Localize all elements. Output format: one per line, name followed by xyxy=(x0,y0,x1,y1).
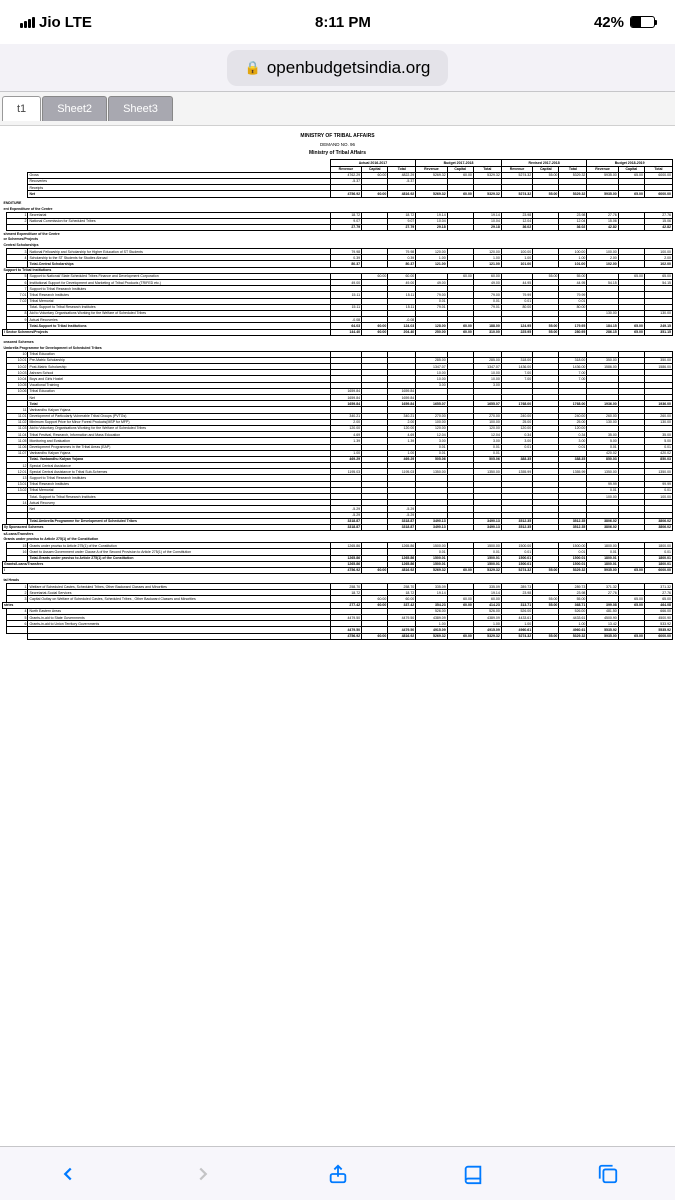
bookmarks-button[interactable] xyxy=(459,1160,487,1188)
battery-percent: 42% xyxy=(594,14,624,31)
back-button[interactable] xyxy=(54,1160,82,1188)
tab-t1[interactable]: t1 xyxy=(2,96,41,121)
lock-icon: 🔒 xyxy=(245,60,261,76)
forward-button[interactable] xyxy=(189,1160,217,1188)
sheet-tabs: t1 Sheet2 Sheet3 xyxy=(0,92,675,126)
status-right: 42% xyxy=(594,14,655,31)
tab-sheet3[interactable]: Sheet3 xyxy=(108,96,173,121)
safari-toolbar xyxy=(0,1146,675,1200)
tab-sheet2[interactable]: Sheet2 xyxy=(42,96,107,121)
battery-icon xyxy=(630,16,655,28)
url-pill[interactable]: 🔒 openbudgetsindia.org xyxy=(227,50,449,86)
network-label: LTE xyxy=(65,14,92,31)
clock: 8:11 PM xyxy=(315,14,371,31)
doc-subtitle: Ministry of Tribal Affairs xyxy=(2,150,673,156)
doc-ministry: MINISTRY OF TRIBAL AFFAIRS xyxy=(2,133,673,139)
budget-table: Actual 2016-2017Budget 2017-2018Revised … xyxy=(2,159,673,639)
tabs-button[interactable] xyxy=(594,1160,622,1188)
carrier-label: Jio xyxy=(39,14,61,31)
url-text: openbudgetsindia.org xyxy=(267,58,431,78)
signal-strength-icon xyxy=(20,17,35,28)
url-bar[interactable]: 🔒 openbudgetsindia.org xyxy=(0,44,675,92)
status-bar: Jio LTE 8:11 PM 42% xyxy=(0,0,675,44)
share-button[interactable] xyxy=(324,1160,352,1188)
spreadsheet-content[interactable]: MINISTRY OF TRIBAL AFFAIRS DEMAND NO. 96… xyxy=(0,126,675,1146)
doc-demand: DEMAND NO. 96 xyxy=(2,142,673,147)
status-left: Jio LTE xyxy=(20,14,92,31)
